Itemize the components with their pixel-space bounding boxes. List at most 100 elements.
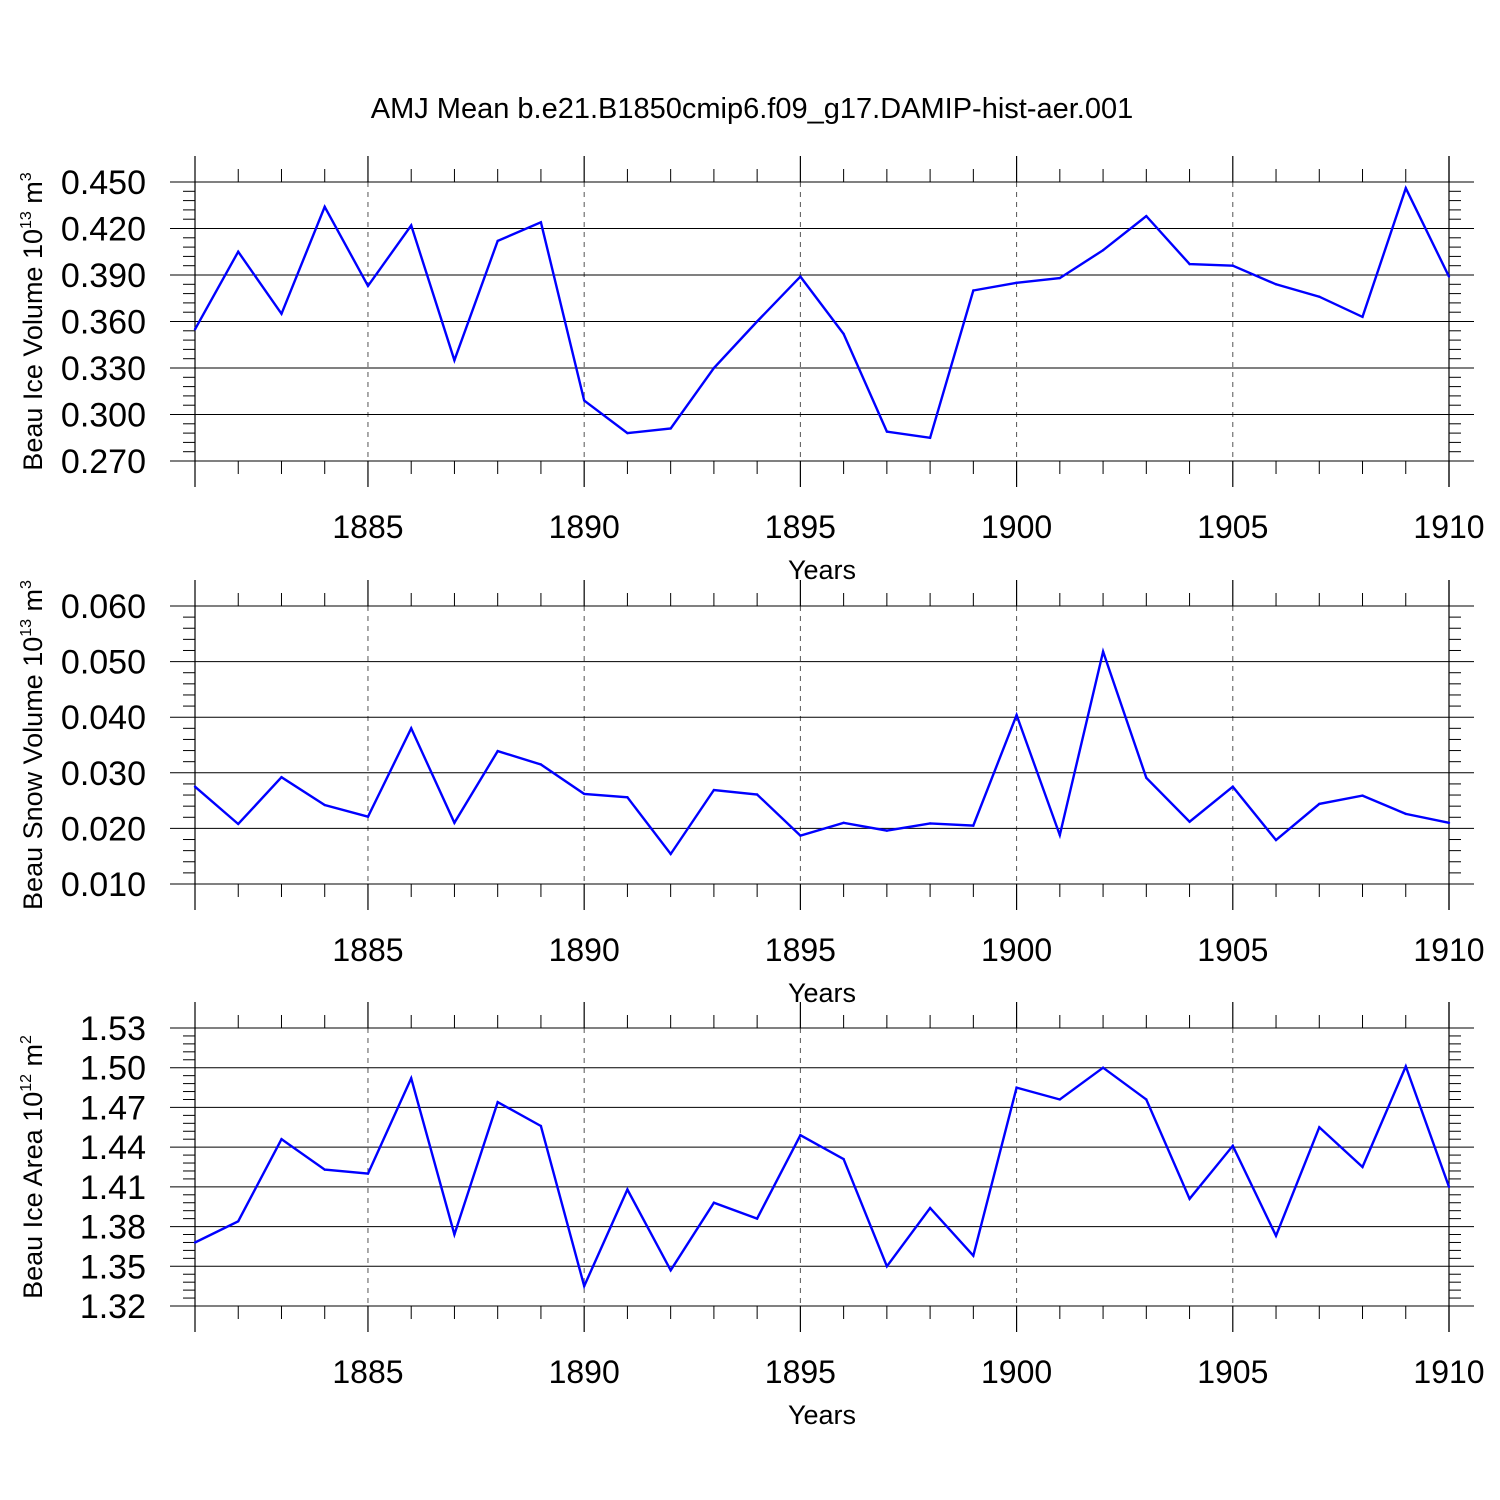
x-tick-label: 1900	[981, 509, 1052, 545]
data-point	[1188, 820, 1191, 823]
x-tick-label: 1910	[1413, 509, 1484, 545]
y-tick-label: 1.44	[80, 1129, 146, 1167]
data-point	[1058, 833, 1062, 837]
y-axis-label-text: Beau Ice Volume 10	[18, 229, 48, 471]
y-axis-label-unit: m	[18, 1044, 48, 1074]
y-axis-label-text: Beau Snow Volume 10	[18, 637, 48, 910]
x-axis-label: Years	[788, 555, 856, 585]
x-tick-label: 1885	[332, 1354, 403, 1390]
data-point	[1231, 264, 1234, 267]
chart-title: AMJ Mean b.e21.B1850cmip6.f09_g17.DAMIP-…	[371, 93, 1133, 125]
y-tick-label: 1.47	[80, 1089, 146, 1127]
data-point	[669, 427, 672, 430]
y-tick-label: 1.35	[80, 1248, 146, 1286]
y-tick-label: 0.330	[61, 350, 146, 388]
data-point	[1447, 1185, 1451, 1189]
data-point	[366, 284, 370, 288]
y-axis-label-unit-exponent: 2	[18, 1035, 35, 1044]
data-point	[582, 792, 586, 796]
data-point	[1274, 1234, 1278, 1238]
x-tick-label: 1910	[1413, 932, 1484, 968]
data-point	[1318, 1126, 1321, 1129]
data-point	[626, 1188, 629, 1191]
data-point	[366, 815, 370, 818]
data-point	[1188, 1197, 1191, 1200]
data-point	[842, 332, 845, 336]
data-point	[539, 221, 543, 224]
x-tick-label: 1895	[765, 932, 836, 968]
data-point	[1231, 1144, 1234, 1148]
data-point	[1318, 802, 1321, 806]
data-point	[885, 430, 889, 433]
x-tick-label: 1905	[1197, 509, 1268, 545]
data-point	[193, 785, 197, 788]
data-point	[755, 793, 759, 796]
data-point	[323, 1168, 326, 1171]
data-point	[799, 834, 802, 837]
data-point	[972, 289, 975, 292]
y-tick-label: 0.450	[61, 164, 146, 202]
x-axis-label: Years	[788, 978, 856, 1008]
y-tick-label: 0.270	[61, 443, 146, 481]
x-tick-label: 1890	[549, 509, 620, 545]
data-point	[1101, 1066, 1105, 1069]
data-point	[410, 224, 413, 227]
y-axis-label: Beau Snow Volume 1013 m3	[18, 580, 48, 910]
y-tick-label: 1.38	[80, 1209, 146, 1247]
data-point	[280, 1138, 283, 1141]
panel-2: 0.010 0.020 0.030 0.040 0.050 0.060 1885 1890 18…	[18, 580, 1485, 1008]
data-point	[193, 1241, 197, 1244]
data-point	[1447, 275, 1451, 278]
data-point	[237, 822, 240, 826]
data-point	[280, 776, 283, 779]
data-point	[453, 359, 456, 362]
data-point	[626, 796, 629, 799]
x-tick-label: 1885	[332, 932, 403, 968]
y-tick-label: 0.390	[61, 257, 146, 295]
data-point	[1404, 1065, 1407, 1068]
x-tick-label: 1900	[981, 932, 1052, 968]
data-point	[193, 328, 197, 331]
y-tick-label: 0.020	[61, 810, 146, 848]
data-point	[582, 1284, 586, 1288]
x-tick-label: 1900	[981, 1354, 1052, 1390]
data-point	[366, 1172, 370, 1175]
series-line	[193, 185, 1451, 440]
data-point	[928, 436, 932, 439]
data-point	[1318, 295, 1321, 298]
data-point	[496, 1100, 499, 1104]
data-point	[1231, 785, 1234, 788]
y-tick-label: 0.300	[61, 397, 146, 435]
data-point	[755, 1217, 759, 1220]
y-tick-label: 1.41	[80, 1169, 146, 1207]
data-point	[237, 1220, 240, 1223]
data-point	[496, 749, 499, 753]
y-axis-label: Beau Ice Volume 1013 m3	[18, 172, 48, 470]
y-axis-label-unit-exponent: 3	[18, 580, 35, 589]
data-point	[842, 1157, 845, 1161]
x-tick-label: 1905	[1197, 1354, 1268, 1390]
data-point	[712, 1201, 716, 1204]
data-point	[669, 852, 672, 856]
y-tick-label: 0.010	[61, 866, 146, 904]
data-point	[972, 824, 975, 827]
data-point	[712, 366, 716, 370]
panel-3: 1.321.351.381.411.441.471.501.53 1885 1890…	[18, 1002, 1485, 1430]
data-point	[1274, 283, 1278, 286]
x-axis-label: Years	[788, 1400, 856, 1430]
data-point	[972, 1254, 975, 1257]
data-point	[1101, 249, 1105, 252]
data-point	[842, 821, 845, 825]
data-point	[237, 250, 240, 253]
series-line	[194, 1063, 1451, 1290]
data-point	[1361, 315, 1364, 319]
data-point	[1145, 776, 1148, 780]
data-point	[1188, 262, 1191, 266]
y-axis-label-exponent: 13	[18, 619, 35, 637]
y-tick-label: 0.030	[61, 755, 146, 793]
data-point	[1058, 276, 1062, 280]
data-point	[1015, 281, 1018, 284]
data-point	[1015, 713, 1018, 717]
data-point	[928, 822, 932, 825]
